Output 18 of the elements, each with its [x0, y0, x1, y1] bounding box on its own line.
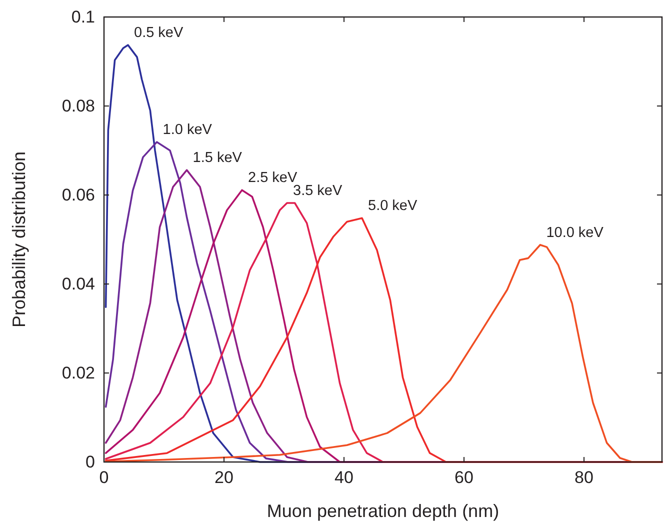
y-tick-label: 0.02 — [62, 363, 95, 382]
y-tick-label: 0 — [86, 452, 95, 472]
x-tick-label: 60 — [454, 468, 474, 488]
x-axis-title: Muon penetration depth (nm) — [266, 501, 500, 521]
series-label: 0.5 keV — [134, 25, 184, 42]
series-label: 10.0 keV — [546, 224, 604, 241]
y-tick-label: 0.1 — [71, 7, 95, 26]
y-axis-title: Probability distribution — [9, 151, 29, 328]
x-tick-label: 80 — [574, 468, 594, 488]
y-tick-label: 0.08 — [62, 96, 95, 116]
series-label: 1.5 keV — [192, 150, 242, 166]
series-label: 1.0 keV — [162, 122, 212, 138]
series-label: 5.0 keV — [368, 198, 418, 214]
x-tick-label: 0 — [99, 468, 109, 488]
y-tick-label: 0.06 — [62, 185, 95, 204]
y-tick-label: 0.04 — [62, 274, 95, 294]
x-tick-label: 20 — [214, 468, 234, 488]
x-tick-label: 40 — [334, 468, 354, 488]
